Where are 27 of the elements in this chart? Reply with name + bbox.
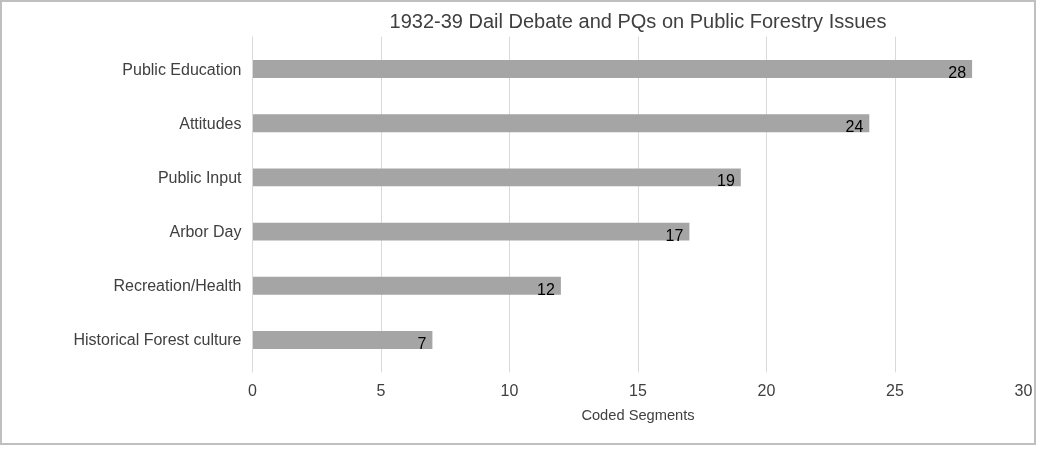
y-tick-label: Public Education xyxy=(122,60,242,78)
data-label: 28 xyxy=(948,64,967,82)
bar xyxy=(252,168,741,187)
bar xyxy=(252,60,973,78)
x-tick-label: 25 xyxy=(886,381,904,399)
y-tick-label: Attitudes xyxy=(179,114,242,132)
bar xyxy=(252,276,561,295)
bar xyxy=(252,114,870,133)
data-label: 7 xyxy=(417,334,427,352)
x-tick-label: 20 xyxy=(757,381,776,399)
x-tick-label: 30 xyxy=(1014,381,1033,399)
y-tick-label: Historical Forest culture xyxy=(73,331,242,349)
data-label: 12 xyxy=(537,280,555,298)
x-tick-label: 0 xyxy=(248,381,258,399)
bar xyxy=(252,331,433,349)
chart-title: 1932-39 Dail Debate and PQs on Public Forestry Issues xyxy=(389,9,887,32)
x-axis-title: Coded Segments xyxy=(581,406,695,423)
bar xyxy=(252,222,690,241)
x-tick-label: 15 xyxy=(629,381,647,399)
y-tick-label: Recreation/Health xyxy=(113,277,242,295)
data-label: 24 xyxy=(845,118,864,136)
x-tick-label: 10 xyxy=(500,381,519,399)
data-label: 19 xyxy=(717,172,735,190)
data-label: 17 xyxy=(665,226,684,244)
y-tick-label: Arbor Day xyxy=(169,223,242,241)
y-tick-label: Public Input xyxy=(157,168,243,186)
x-tick-label: 5 xyxy=(376,381,386,399)
